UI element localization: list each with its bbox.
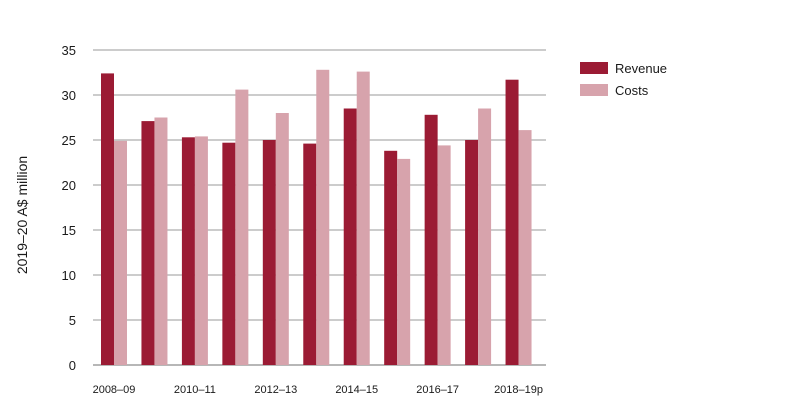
bar-costs-3 xyxy=(235,89,249,365)
y-tick-label: 10 xyxy=(62,268,76,283)
bar-costs-1 xyxy=(154,117,168,365)
bar-costs-4 xyxy=(275,113,289,365)
x-tick-label: 2008–09 xyxy=(93,384,136,396)
x-tick-label: 2014–15 xyxy=(335,384,378,396)
x-tick-label: 2012–13 xyxy=(254,384,297,396)
bar-costs-7 xyxy=(397,158,411,365)
bar-revenue-3 xyxy=(222,142,236,365)
y-axis-ticks: 0 5 10 15 20 25 30 35 xyxy=(62,43,76,373)
bar-revenue-2 xyxy=(181,137,195,365)
y-tick-label: 25 xyxy=(62,133,76,148)
y-tick-label: 20 xyxy=(62,178,76,193)
x-tick-label: 2016–17 xyxy=(416,384,459,396)
y-tick-label: 0 xyxy=(69,358,76,373)
bar-costs-6 xyxy=(356,71,370,365)
bar-costs-2 xyxy=(194,136,208,365)
bar-revenue-8 xyxy=(424,114,438,365)
legend-label-revenue: Revenue xyxy=(615,61,667,76)
x-axis-ticks: 2008–09 2010–11 2012–13 2014–15 2016–17 2018–… xyxy=(93,384,543,396)
legend-label-costs: Costs xyxy=(615,83,649,98)
bars xyxy=(101,69,532,366)
bar-revenue-6 xyxy=(343,108,357,365)
bar-revenue-4 xyxy=(262,140,276,365)
y-tick-label: 30 xyxy=(62,88,76,103)
legend-swatch-revenue xyxy=(580,62,608,74)
bar-costs-0 xyxy=(114,140,127,365)
bar-revenue-1 xyxy=(141,121,155,365)
bar-revenue-7 xyxy=(384,150,398,365)
bar-costs-10 xyxy=(518,130,532,365)
x-tick-label: 2018–19p xyxy=(494,384,543,396)
bar-revenue-0 xyxy=(101,73,114,366)
bar-revenue-10 xyxy=(505,79,519,365)
x-tick-label: 2010–11 xyxy=(174,384,216,396)
legend: Revenue Costs xyxy=(580,61,667,98)
legend-swatch-costs xyxy=(580,84,608,96)
y-axis-title: 2019–20 A$ million xyxy=(14,156,30,274)
bar-revenue-5 xyxy=(303,143,317,365)
y-tick-label: 15 xyxy=(62,223,76,238)
y-tick-label: 35 xyxy=(62,43,76,58)
bar-revenue-9 xyxy=(465,140,479,365)
bar-costs-5 xyxy=(316,69,330,366)
y-tick-label: 5 xyxy=(69,313,76,328)
bar-costs-9 xyxy=(478,108,492,365)
bar-costs-8 xyxy=(437,145,451,365)
